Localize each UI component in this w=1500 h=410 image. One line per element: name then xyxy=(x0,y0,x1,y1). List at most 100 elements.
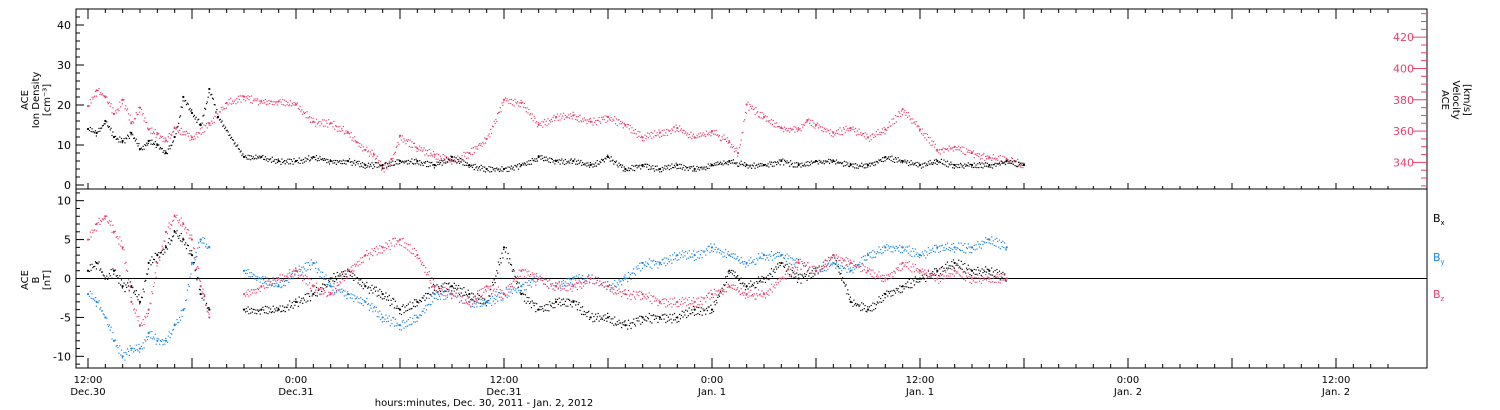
bz-series-sample xyxy=(178,222,180,224)
by-series-sample xyxy=(972,248,975,250)
bz-series-sample xyxy=(436,284,438,287)
velocity-series-sample xyxy=(430,152,432,154)
by-series-sample xyxy=(888,247,890,249)
by-series-sample xyxy=(567,285,569,287)
bx-series-sample xyxy=(146,273,149,275)
density-series-sample xyxy=(177,125,179,128)
by-series-sample xyxy=(932,247,934,249)
velocity-series-sample xyxy=(415,146,417,148)
velocity-series-sample xyxy=(952,150,955,152)
velocity-series-sample xyxy=(398,143,400,145)
density-series-sample xyxy=(280,163,282,165)
bx-series-sample xyxy=(151,256,153,258)
by-series-sample xyxy=(723,252,725,254)
velocity-series-sample xyxy=(240,101,242,103)
by-series-sample xyxy=(650,260,652,262)
velocity-series-sample xyxy=(816,122,819,124)
bx-series-sample xyxy=(944,270,946,272)
velocity-series-sample xyxy=(299,105,301,107)
by-series-sample xyxy=(582,282,585,284)
by-series-sample xyxy=(478,302,480,304)
velocity-series-sample xyxy=(743,120,745,122)
by-series-sample xyxy=(432,301,434,303)
bx-series-sample xyxy=(287,304,289,306)
velocity-series-sample xyxy=(533,115,535,117)
velocity-series-sample xyxy=(554,120,556,122)
bz-series-point xyxy=(190,238,194,241)
density-series-sample xyxy=(273,160,275,162)
density-series-sample xyxy=(963,167,965,169)
by-series-sample xyxy=(133,348,136,350)
velocity-series-sample xyxy=(763,113,765,115)
bx-series-sample xyxy=(864,305,866,307)
density-series-sample xyxy=(113,136,115,138)
bx-series-sample xyxy=(107,277,110,279)
density-series-sample xyxy=(835,163,837,165)
velocity-series-sample xyxy=(722,138,724,140)
velocity-series-sample xyxy=(543,121,545,123)
bx-series-sample xyxy=(361,285,363,287)
by-series-sample xyxy=(99,308,101,310)
by-series-sample xyxy=(907,252,910,254)
density-series-sample xyxy=(878,159,880,161)
bz-series-sample xyxy=(328,291,330,293)
density-series-sample xyxy=(795,166,797,168)
density-series-sample xyxy=(493,168,495,170)
velocity-series-sample xyxy=(986,155,988,157)
velocity-series-sample xyxy=(420,147,422,149)
by-series-sample xyxy=(560,287,562,289)
bx-series-sample xyxy=(560,305,562,307)
by-series-sample xyxy=(368,309,370,311)
density-series-sample xyxy=(935,158,937,160)
bz-series-sample xyxy=(431,277,433,279)
velocity-series-sample xyxy=(577,116,579,118)
by-series-sample xyxy=(731,256,734,258)
bz-series-sample xyxy=(354,265,357,267)
bz-series-sample xyxy=(194,256,196,258)
bx-series-sample xyxy=(878,296,880,298)
velocity-series-sample xyxy=(449,158,451,160)
density-series-sample xyxy=(691,166,693,168)
bz-series-sample xyxy=(159,252,162,254)
density-series-sample xyxy=(378,166,380,168)
velocity-series-sample xyxy=(640,135,643,137)
bx-series-sample xyxy=(289,306,292,308)
bx-series-sample xyxy=(440,285,442,287)
bz-series-sample xyxy=(421,262,423,264)
velocity-series-sample xyxy=(588,120,590,123)
bx-series-sample xyxy=(968,268,970,270)
velocity-series-sample xyxy=(678,131,680,133)
bz-series-sample xyxy=(250,289,253,291)
velocity-series-sample xyxy=(731,144,733,146)
velocity-series-sample xyxy=(682,129,684,132)
velocity-series-sample xyxy=(218,111,221,113)
by-series-sample xyxy=(698,250,700,252)
velocity-series-sample xyxy=(338,130,340,132)
bx-series-sample xyxy=(118,282,120,284)
velocity-series-sample xyxy=(559,119,561,121)
bz-series-sample xyxy=(95,230,97,232)
bz-series-sample xyxy=(160,250,162,252)
by-series-point xyxy=(329,285,332,288)
density-series-sample xyxy=(424,162,426,164)
bz-series-sample xyxy=(270,284,273,286)
density-series-sample xyxy=(881,160,883,162)
bx-series-sample xyxy=(324,284,326,286)
velocity-series-sample xyxy=(292,104,294,106)
by-series-sample xyxy=(520,285,522,287)
bx-series-sample xyxy=(646,320,648,322)
bz-series-sample xyxy=(257,289,260,291)
by-series-sample xyxy=(912,248,914,250)
density-series-sample xyxy=(740,160,742,162)
bx-series-point xyxy=(164,246,168,249)
velocity-series-sample xyxy=(109,105,111,107)
bz-series-sample xyxy=(260,286,262,288)
by-series-sample xyxy=(675,255,677,257)
bz-series-sample xyxy=(115,236,117,238)
density-series-sample xyxy=(362,166,364,168)
bx-series-sample xyxy=(834,257,836,259)
velocity-series-sample xyxy=(539,122,541,124)
by-series-sample xyxy=(282,280,284,282)
field-tick-label: 5 xyxy=(64,234,71,247)
velocity-series-sample xyxy=(144,117,146,119)
